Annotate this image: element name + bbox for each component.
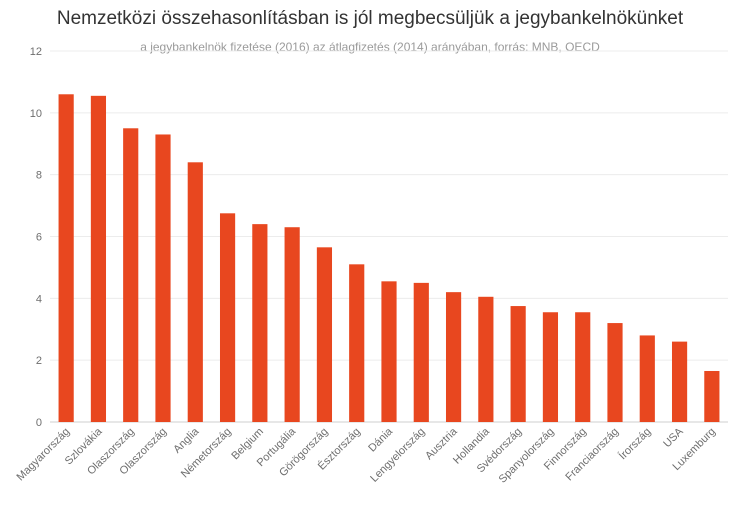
bar <box>607 323 623 422</box>
x-tick-label: USA <box>661 425 686 450</box>
bar <box>445 292 462 422</box>
bar <box>575 312 591 422</box>
bar <box>704 370 720 422</box>
bar <box>478 296 494 422</box>
y-tick-label: 8 <box>36 170 42 182</box>
bar <box>381 281 397 422</box>
bar <box>187 162 203 423</box>
bar <box>219 213 236 422</box>
bar <box>284 227 300 422</box>
bar <box>413 282 429 422</box>
chart-title: Nemzetközi összehasonlításban is jól meg… <box>56 8 684 29</box>
y-tick-label: 10 <box>30 108 42 120</box>
y-tick-label: 12 <box>30 46 42 58</box>
bar <box>58 94 74 423</box>
bar <box>542 312 559 422</box>
bar <box>252 224 268 422</box>
x-tick-label: Magyarország <box>14 426 72 484</box>
bar <box>316 247 333 422</box>
bar <box>671 341 688 422</box>
y-tick-label: 4 <box>36 293 42 305</box>
y-tick-label: 0 <box>36 417 42 429</box>
x-tick-label: Írország <box>616 425 653 462</box>
x-tick-label: Dánia <box>366 425 395 454</box>
bar <box>510 306 526 422</box>
bar <box>639 335 655 422</box>
bar <box>123 128 139 422</box>
bar <box>155 134 171 422</box>
y-tick-label: 2 <box>36 355 42 367</box>
bar <box>349 264 365 422</box>
y-tick-label: 6 <box>36 232 42 244</box>
bar <box>90 95 107 423</box>
x-tick-label: Anglia <box>171 425 202 456</box>
